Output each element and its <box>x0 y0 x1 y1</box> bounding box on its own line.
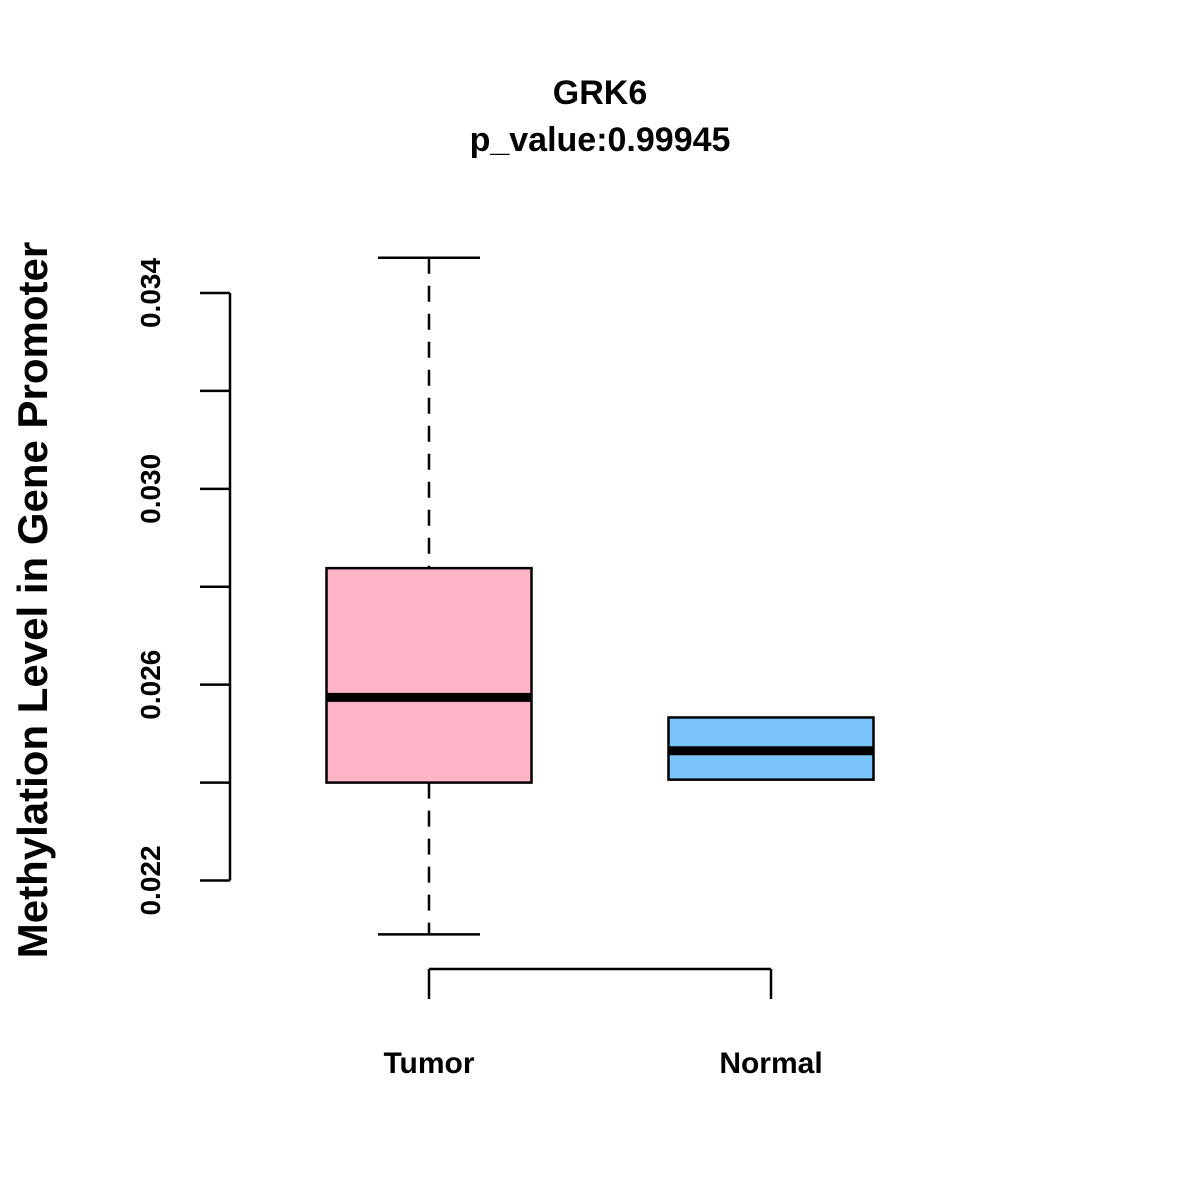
x-tick-label: Tumor <box>383 1047 474 1080</box>
x-axis: Tumor Normal <box>383 967 823 1080</box>
chart-title: GRK6 <box>553 74 647 112</box>
y-tick-label: 0.022 <box>135 845 166 915</box>
y-axis-label: Methylation Level in Gene Promoter <box>9 242 56 958</box>
box-series <box>325 256 875 936</box>
chart-subtitle: p_value:0.99945 <box>470 121 731 159</box>
x-tick-label: Normal <box>719 1047 822 1080</box>
y-tick-label: 0.026 <box>135 650 166 720</box>
y-tick-label: 0.034 <box>135 258 166 328</box>
box-normal <box>667 716 875 781</box>
box-tumor <box>325 256 533 936</box>
y-tick-label: 0.030 <box>135 454 166 524</box>
y-axis: 0.022 0.026 0.030 0.034 <box>135 258 232 916</box>
box-body <box>325 566 533 784</box>
